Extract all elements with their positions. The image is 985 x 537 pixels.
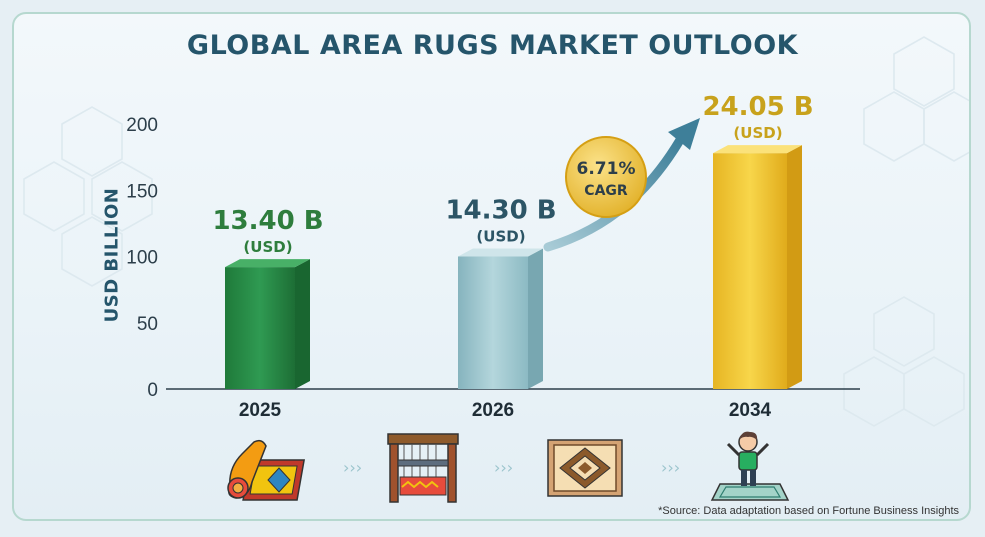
bar-unit-label: (USD) xyxy=(733,124,782,142)
cagr-value: 6.71% xyxy=(577,159,636,179)
chart-title: GLOBAL AREA RUGS MARKET OUTLOOK xyxy=(186,30,799,61)
x-tick-label: 2026 xyxy=(472,400,514,421)
x-tick-label: 2025 xyxy=(239,400,282,421)
bar-top-2025 xyxy=(225,259,310,268)
bar-2034 xyxy=(713,153,787,389)
bar-top-2034 xyxy=(713,145,802,154)
bar-side-2034 xyxy=(787,145,802,389)
chevron-icon-1: ››› xyxy=(343,458,362,477)
y-tick-label: 50 xyxy=(137,314,158,335)
growth-arrow-head xyxy=(668,118,700,150)
bar-value-label: 13.40 B xyxy=(212,206,323,236)
bar-2025 xyxy=(225,267,295,389)
source-note: *Source: Data adaptation based on Fortun… xyxy=(658,505,959,517)
x-tick-label: 2034 xyxy=(729,400,772,421)
person-on-rug-icon xyxy=(710,431,790,501)
rug-roll-icon xyxy=(227,439,306,501)
y-tick-label: 100 xyxy=(126,248,158,269)
chevron-icon-2: ››› xyxy=(494,458,513,477)
bar-side-2025 xyxy=(295,259,310,389)
bar-unit-label: (USD) xyxy=(476,228,525,246)
bar-side-2026 xyxy=(528,248,543,389)
loom-icon xyxy=(387,433,459,503)
bar-top-2026 xyxy=(458,248,543,257)
bar-2026 xyxy=(458,256,528,389)
patterned-rug-icon xyxy=(547,439,623,497)
y-tick-label: 150 xyxy=(126,181,158,202)
y-tick-label: 0 xyxy=(147,380,158,401)
chevron-icon-3: ››› xyxy=(661,458,680,477)
bar-unit-label: (USD) xyxy=(243,238,292,256)
bar-value-label: 24.05 B xyxy=(702,92,813,122)
cagr-label: CAGR xyxy=(584,183,628,199)
bars: 2025 13.40 B (USD) 2026 14.30 B (USD) 2034 24.0… xyxy=(212,92,813,421)
cagr-badge xyxy=(565,136,647,218)
bar-value-label: 14.30 B xyxy=(445,196,556,226)
y-tick-label: 200 xyxy=(126,115,158,136)
background-hexagons xyxy=(23,36,969,427)
